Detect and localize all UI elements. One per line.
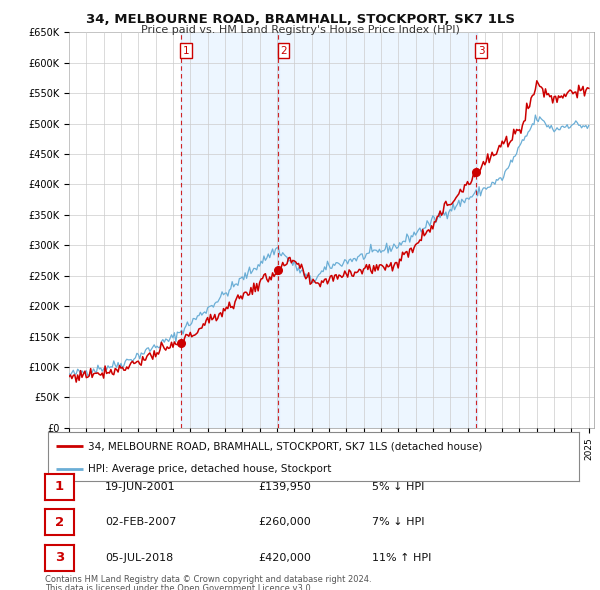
Text: Contains HM Land Registry data © Crown copyright and database right 2024.: Contains HM Land Registry data © Crown c… (45, 575, 371, 584)
Text: 2: 2 (55, 516, 64, 529)
Text: 34, MELBOURNE ROAD, BRAMHALL, STOCKPORT, SK7 1LS (detached house): 34, MELBOURNE ROAD, BRAMHALL, STOCKPORT,… (88, 441, 482, 451)
Bar (181, 32, 278, 428)
Text: This data is licensed under the Open Government Licence v3.0.: This data is licensed under the Open Gov… (45, 584, 313, 590)
Text: 2: 2 (280, 45, 287, 55)
Text: £420,000: £420,000 (258, 553, 311, 562)
Text: Price paid vs. HM Land Registry's House Price Index (HPI): Price paid vs. HM Land Registry's House … (140, 25, 460, 35)
Text: 7% ↓ HPI: 7% ↓ HPI (372, 517, 425, 527)
Bar (278, 32, 476, 428)
Text: 1: 1 (55, 480, 64, 493)
Text: 3: 3 (55, 551, 64, 564)
Text: 1: 1 (183, 45, 190, 55)
Text: 19-JUN-2001: 19-JUN-2001 (105, 482, 176, 491)
Text: £260,000: £260,000 (258, 517, 311, 527)
Text: HPI: Average price, detached house, Stockport: HPI: Average price, detached house, Stoc… (88, 464, 331, 474)
Text: £139,950: £139,950 (258, 482, 311, 491)
Text: 5% ↓ HPI: 5% ↓ HPI (372, 482, 424, 491)
Text: 02-FEB-2007: 02-FEB-2007 (105, 517, 176, 527)
Text: 11% ↑ HPI: 11% ↑ HPI (372, 553, 431, 562)
Text: 3: 3 (478, 45, 485, 55)
Text: 34, MELBOURNE ROAD, BRAMHALL, STOCKPORT, SK7 1LS: 34, MELBOURNE ROAD, BRAMHALL, STOCKPORT,… (86, 13, 515, 26)
Text: 05-JUL-2018: 05-JUL-2018 (105, 553, 173, 562)
